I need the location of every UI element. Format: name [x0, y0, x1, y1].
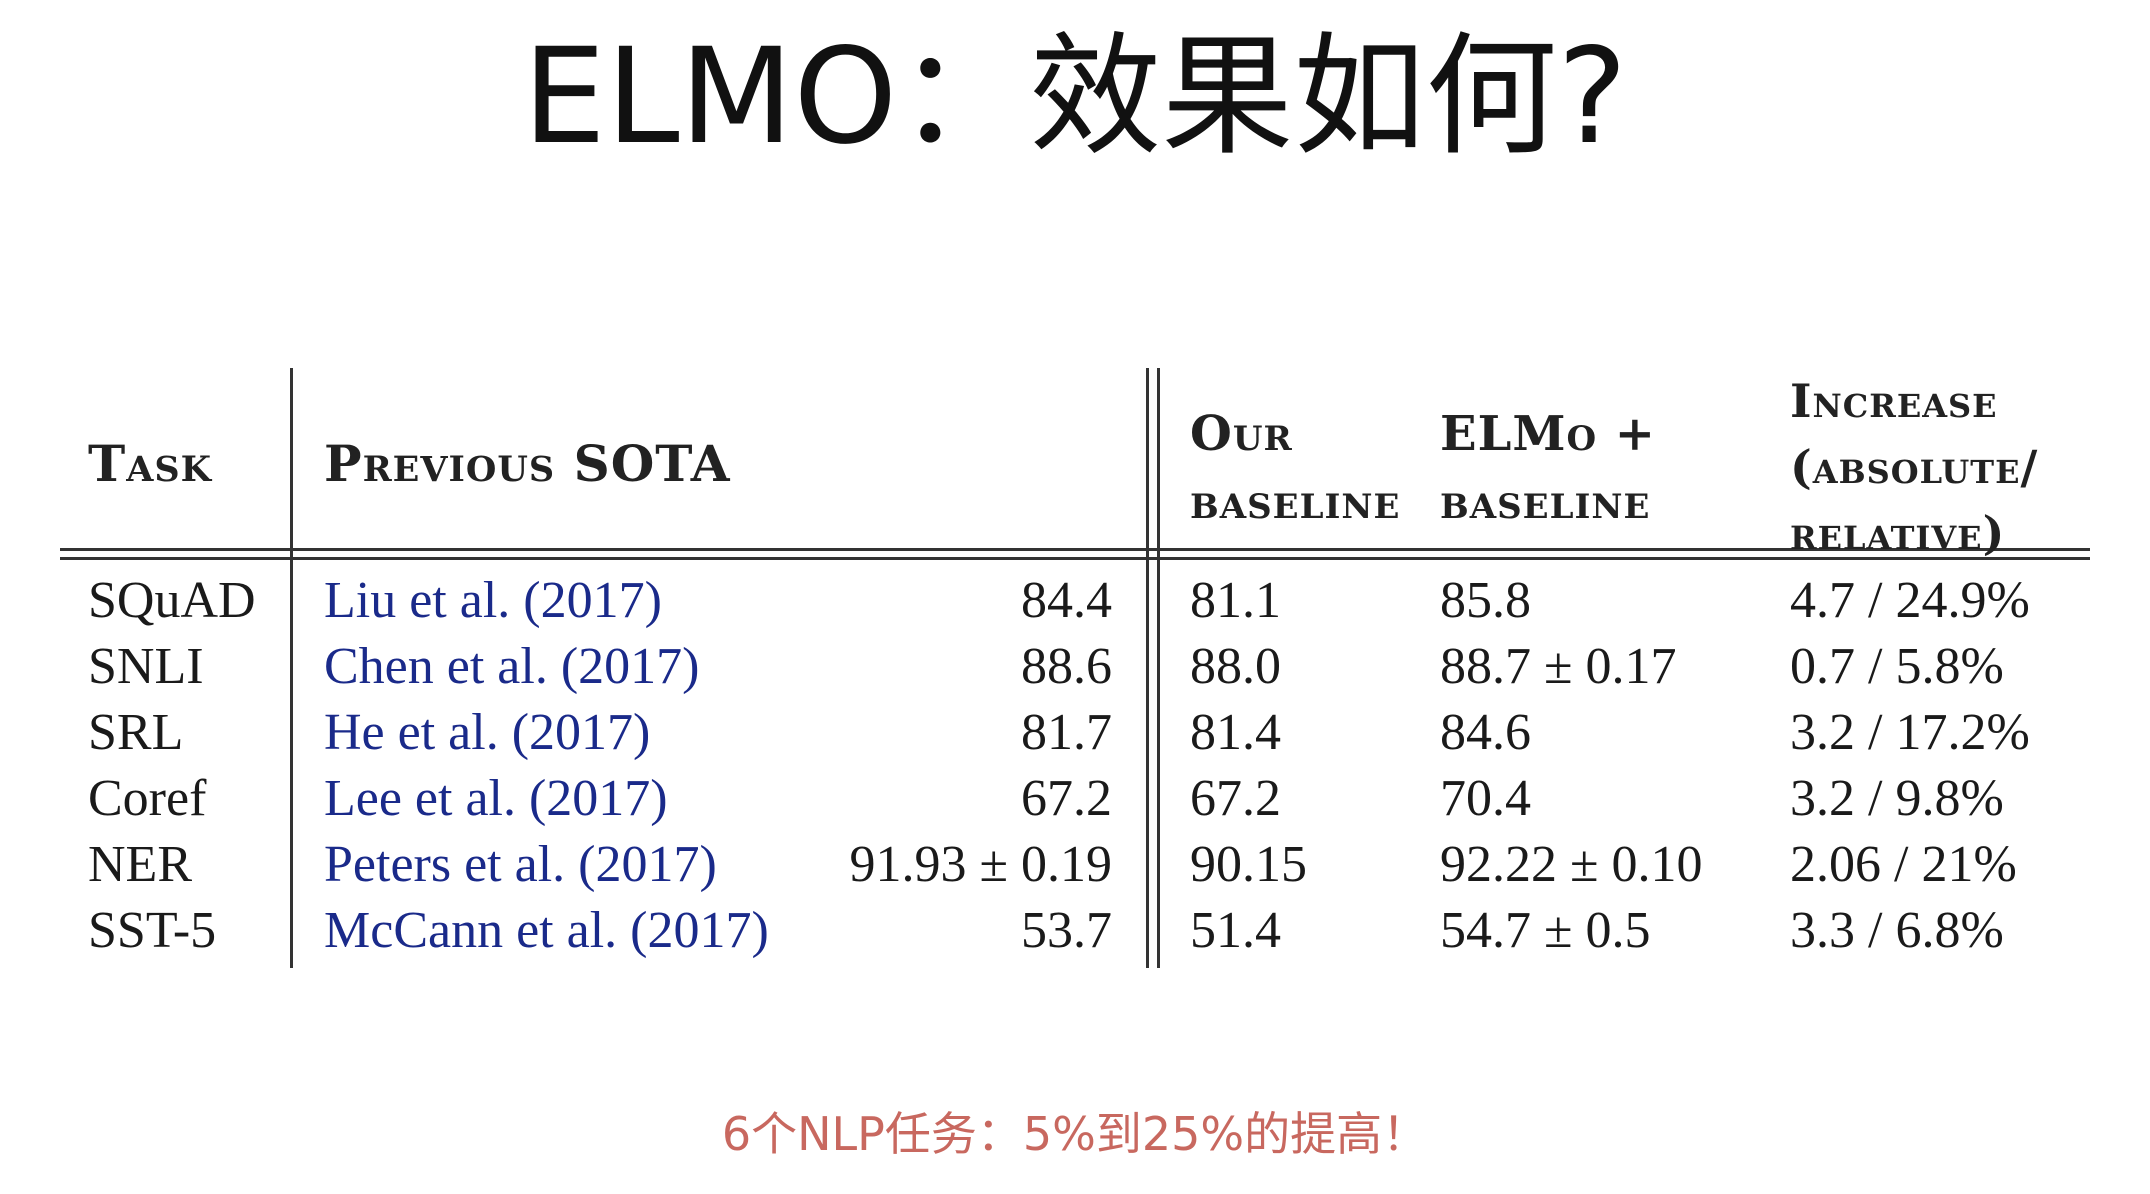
- slide-title: ELMO：效果如何?: [522, 20, 1628, 174]
- sota-score: 91.93 ± 0.19: [849, 836, 1112, 893]
- citation-link[interactable]: Peters et al. (2017): [324, 836, 717, 893]
- baseline-score: 67.2: [1190, 770, 1281, 827]
- header-increase-line-3: relative): [1790, 506, 2006, 560]
- increase-value: 3.2 / 17.2%: [1790, 704, 2030, 761]
- table-row: Coref Lee et al. (2017) 67.2 67.2 70.4 3…: [60, 766, 2090, 832]
- elmo-score: 54.7 ± 0.5: [1440, 902, 1651, 959]
- task-cell: SQuAD: [88, 572, 256, 629]
- increase-value: 0.7 / 5.8%: [1790, 638, 2004, 695]
- header-rule-top: [60, 548, 2090, 551]
- task-cell: NER: [88, 836, 192, 893]
- header-previous-sota: Previous SOTA: [324, 434, 731, 493]
- header-elmo-baseline-line-2: baseline: [1440, 474, 1651, 530]
- baseline-score: 51.4: [1190, 902, 1281, 959]
- table-row: NER Peters et al. (2017) 91.93 ± 0.19 90…: [60, 832, 2090, 898]
- elmo-score: 88.7 ± 0.17: [1440, 638, 1677, 695]
- elmo-score: 85.8: [1440, 572, 1531, 629]
- caption-text: 6个NLP任务：5%到25%的提高！: [721, 1107, 1429, 1161]
- increase-value: 4.7 / 24.9%: [1790, 572, 2030, 629]
- elmo-score: 84.6: [1440, 704, 1531, 761]
- table-row: SNLI Chen et al. (2017) 88.6 88.0 88.7 ±…: [60, 634, 2090, 700]
- increase-value: 3.3 / 6.8%: [1790, 902, 2004, 959]
- elmo-score: 70.4: [1440, 770, 1531, 827]
- table-row: SST-5 McCann et al. (2017) 53.7 51.4 54.…: [60, 898, 2090, 964]
- header-rule-bottom: [60, 557, 2090, 560]
- table-row: SQuAD Liu et al. (2017) 84.4 81.1 85.8 4…: [60, 568, 2090, 634]
- citation-link[interactable]: He et al. (2017): [324, 704, 651, 761]
- header-our-baseline-line-2: baseline: [1190, 474, 1401, 530]
- header-elmo-baseline-line-1: ELMo +: [1440, 406, 1657, 462]
- task-cell: Coref: [88, 770, 207, 827]
- header-increase: Increase (absolute/ relative): [1790, 368, 2038, 566]
- double-column-divider-right: [1157, 368, 1160, 968]
- sota-score: 53.7: [1021, 902, 1112, 959]
- header-task: Task: [88, 434, 213, 493]
- citation-link[interactable]: Lee et al. (2017): [324, 770, 668, 827]
- task-cell: SNLI: [88, 638, 204, 695]
- elmo-score: 92.22 ± 0.10: [1440, 836, 1703, 893]
- double-column-divider-left: [1146, 368, 1149, 968]
- sota-score: 88.6: [1021, 638, 1112, 695]
- header-our-baseline: Our baseline: [1190, 400, 1400, 536]
- header-increase-line-2: (absolute/: [1790, 440, 2039, 494]
- increase-value: 3.2 / 9.8%: [1790, 770, 2004, 827]
- citation-link[interactable]: McCann et al. (2017): [324, 902, 769, 959]
- results-table: Task Previous SOTA Our baseline ELMo + b…: [60, 368, 2090, 968]
- increase-value: 2.06 / 21%: [1790, 836, 2017, 893]
- column-divider: [290, 368, 293, 968]
- citation-link[interactable]: Chen et al. (2017): [324, 638, 700, 695]
- sota-score: 84.4: [1021, 572, 1112, 629]
- citation-link[interactable]: Liu et al. (2017): [324, 572, 662, 629]
- sota-score: 81.7: [1021, 704, 1112, 761]
- sota-score: 67.2: [1021, 770, 1112, 827]
- baseline-score: 81.1: [1190, 572, 1281, 629]
- header-increase-line-1: Increase: [1790, 374, 1998, 428]
- header-elmo-baseline: ELMo + baseline: [1440, 400, 1656, 536]
- task-cell: SST-5: [88, 902, 217, 959]
- baseline-score: 88.0: [1190, 638, 1281, 695]
- header-our-baseline-line-1: Our: [1190, 406, 1293, 462]
- baseline-score: 81.4: [1190, 704, 1281, 761]
- baseline-score: 90.15: [1190, 836, 1307, 893]
- table-row: SRL He et al. (2017) 81.7 81.4 84.6 3.2 …: [60, 700, 2090, 766]
- task-cell: SRL: [88, 704, 184, 761]
